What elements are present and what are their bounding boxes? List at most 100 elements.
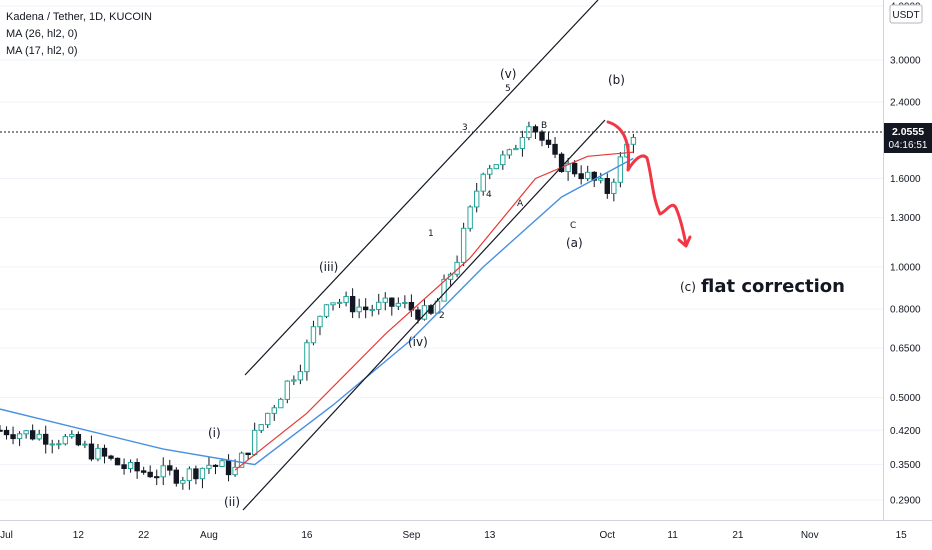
price-tick-label: 0.2900 [890, 496, 921, 507]
wave-label-4: 4 [486, 190, 492, 200]
price-tick-label: 2.4000 [890, 98, 921, 109]
candle [225, 454, 232, 482]
currency-badge[interactable] [889, 4, 923, 24]
candle [108, 454, 114, 461]
candle [147, 465, 153, 478]
candle [10, 426, 16, 445]
candle [245, 452, 251, 460]
candle [29, 424, 36, 441]
ma17-legend[interactable]: MA (17, hl2, 0) [6, 45, 78, 57]
candle [101, 444, 108, 464]
channel-lower-line [242, 119, 606, 511]
time-tick-label: 12 [73, 530, 85, 541]
price-tick-label: 0.8000 [890, 304, 921, 315]
candle [36, 429, 42, 441]
candle [43, 425, 49, 454]
candle [154, 469, 160, 486]
candle [558, 152, 565, 173]
candle [467, 205, 473, 232]
projection-arrow [606, 120, 692, 248]
price-tick-label: 1.3000 [890, 213, 921, 224]
candle [167, 459, 173, 476]
candle [578, 165, 584, 185]
candle [206, 457, 212, 474]
candle [493, 164, 499, 170]
candle [323, 304, 330, 319]
price-tick-label: 0.4200 [890, 426, 921, 437]
candle [75, 431, 82, 447]
candle [193, 465, 199, 485]
candle [376, 293, 382, 315]
time-tick-label: 22 [138, 530, 150, 541]
time-tick-label: 13 [484, 530, 496, 541]
wave-label-iii: (iii) [319, 260, 338, 274]
time-tick-label: Oct [600, 530, 616, 541]
candle [265, 412, 271, 429]
candle [480, 172, 486, 196]
price-tick-label: 0.5000 [890, 393, 921, 404]
candle [408, 294, 415, 317]
price-tick-label: 3.0000 [890, 56, 921, 67]
time-tick-label: Aug [200, 530, 218, 541]
candle [382, 292, 388, 311]
wave-label-3: 3 [462, 123, 468, 133]
candle [258, 424, 264, 434]
symbol-title[interactable]: Kadena / Tether, 1D, KUCOIN [6, 11, 152, 23]
candle [69, 430, 75, 439]
price-grid [0, 5, 883, 501]
candle [526, 121, 532, 141]
candle [278, 397, 284, 409]
candle [421, 299, 428, 321]
currency-label: USDT [892, 10, 919, 21]
candle [114, 457, 121, 466]
candle [506, 148, 513, 159]
last-price-value: 2.0555 [892, 126, 924, 138]
candle [362, 298, 369, 319]
candle [617, 152, 624, 188]
candle [212, 464, 219, 475]
price-tick-label: 1.0000 [890, 262, 921, 273]
time-tick-label: 21 [732, 530, 744, 541]
time-axis[interactable]: Jul 12 22 Aug 16 Sep 13 Oct 11 21 Nov 15 [0, 520, 932, 542]
candle [336, 298, 343, 308]
candle [95, 443, 101, 462]
candle [304, 339, 310, 381]
candle [389, 297, 395, 316]
wave-label-iv: (iv) [408, 335, 428, 349]
wave-label-B: B [541, 121, 547, 131]
candle [160, 457, 166, 486]
candle [297, 364, 304, 385]
candle [271, 405, 277, 421]
candle [251, 422, 258, 456]
candle [571, 160, 578, 177]
candle [180, 476, 186, 490]
wave-label-5: 5 [505, 84, 511, 94]
candle [454, 255, 460, 278]
price-axis[interactable]: 4.00003.00002.40001.60001.30001.00000.80… [883, 0, 932, 520]
time-tick-label: Nov [801, 530, 819, 541]
candle [49, 439, 55, 454]
wave-label-2: 2 [439, 311, 445, 321]
last-price-badge [884, 123, 932, 153]
chart-legend: Kadena / Tether, 1D, KUCOIN MA (26, hl2,… [6, 9, 152, 60]
candle [199, 467, 206, 489]
candle [598, 172, 604, 184]
wave-label-v: (v) [500, 67, 516, 81]
price-tick-label: 0.3500 [890, 460, 921, 471]
candle [291, 375, 297, 385]
channel-upper-line [244, 0, 599, 376]
ma26-line [0, 157, 634, 466]
time-tick-label: 15 [896, 530, 908, 541]
candle [343, 291, 349, 307]
wave-label-C: C [570, 221, 576, 231]
price-tick-label: 1.6000 [890, 174, 921, 185]
wave-label-1: 1 [428, 229, 434, 239]
wave-label-i: (i) [208, 426, 221, 440]
candle [127, 459, 134, 473]
candle [369, 304, 375, 317]
ma26-legend[interactable]: MA (26, hl2, 0) [6, 28, 78, 40]
candle [604, 173, 610, 199]
candle [460, 222, 467, 267]
candle [62, 433, 68, 446]
